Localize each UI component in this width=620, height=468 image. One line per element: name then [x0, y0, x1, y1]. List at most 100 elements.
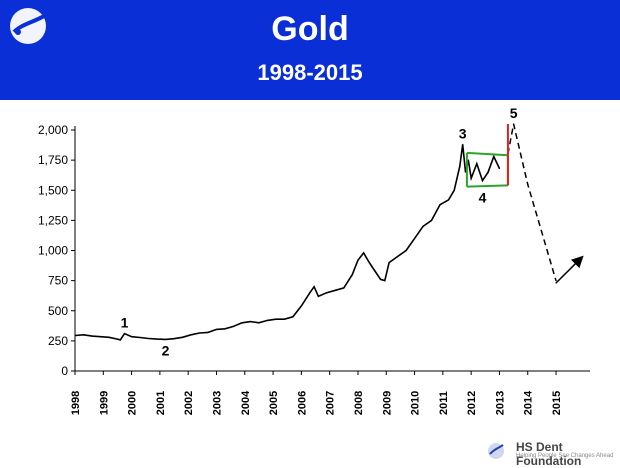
series-point: [292, 316, 294, 318]
y-tick-label: 500: [48, 304, 68, 318]
series-point: [498, 167, 501, 170]
y-tick-label: 2,000: [38, 123, 68, 137]
series-point: [384, 280, 386, 282]
series-point: [139, 336, 141, 339]
series-point: [413, 237, 416, 240]
series-point: [467, 159, 469, 161]
series-point: [313, 286, 315, 288]
series-point: [300, 305, 302, 307]
wave-annotation-4: 4: [479, 190, 487, 206]
series-point: [123, 333, 126, 335]
series-point: [147, 337, 150, 340]
series-point: [82, 334, 85, 336]
x-tick-label: 2002: [183, 391, 195, 415]
series-point: [164, 338, 167, 341]
series-point: [283, 318, 285, 320]
series-point: [527, 183, 529, 185]
gold-price-chart: 0 250 500 750 1,000 1,250 1,500 1,750 2,000 1998 1…: [38, 105, 590, 415]
series-point: [266, 319, 269, 321]
series-point: [363, 252, 365, 254]
x-tick-label: 2008: [353, 391, 365, 415]
series-point: [116, 338, 119, 340]
x-tick-label: 2003: [211, 391, 223, 415]
series-point: [309, 292, 311, 294]
x-tick-label: 2006: [296, 391, 308, 415]
x-tick-label: 2015: [551, 391, 563, 415]
series-point: [380, 278, 382, 281]
series-point: [422, 225, 424, 227]
series-point: [326, 292, 328, 294]
series-point: [91, 335, 93, 337]
x-tick-label: 2009: [381, 391, 393, 415]
series-point: [119, 339, 121, 341]
page-subtitle: 1998-2015: [257, 60, 363, 85]
series-point: [476, 163, 478, 165]
series-point: [481, 180, 484, 182]
series-point: [487, 171, 489, 173]
series-point: [439, 204, 441, 206]
series-point: [470, 177, 472, 179]
footer-tagline: Helping People See Changes Ahead: [516, 453, 614, 459]
green-line-overlay: [466, 151, 508, 157]
series-point: [453, 189, 455, 191]
series-point: [357, 259, 359, 261]
series-point: [207, 331, 209, 334]
x-tick-label: 2010: [410, 391, 422, 415]
x-tick-label: 2013: [494, 391, 506, 415]
series-point: [580, 257, 583, 259]
x-tick-label: 2004: [240, 390, 252, 415]
x-tick-label: 2007: [325, 391, 337, 415]
y-tick-label: 1,500: [38, 183, 68, 197]
series-point: [459, 165, 461, 167]
series-point: [241, 322, 243, 324]
series-point: [317, 295, 319, 297]
wave-annotation-5: 5: [510, 105, 518, 121]
series-point: [512, 123, 515, 125]
series-point: [405, 249, 407, 252]
series-point: [232, 325, 235, 328]
series-point: [249, 320, 252, 323]
series-line-2: [555, 255, 584, 284]
series-point: [430, 219, 433, 221]
series-point: [555, 282, 557, 284]
series-point: [555, 280, 557, 282]
series-point: [493, 155, 495, 158]
series-point: [388, 261, 390, 264]
series-point: [173, 338, 175, 340]
series-line-0: [74, 144, 501, 341]
series-point: [198, 332, 201, 334]
y-tick-label: 1,750: [38, 153, 68, 167]
series-line-1: [507, 123, 557, 281]
series-point: [396, 255, 399, 258]
series-point: [156, 338, 158, 340]
x-tick-label: 2001: [155, 391, 167, 415]
series-point: [126, 334, 128, 336]
page-title: Gold: [271, 10, 349, 48]
y-tick-label: 0: [61, 364, 68, 378]
series-point: [275, 318, 277, 320]
wave-annotation-3: 3: [459, 125, 467, 141]
x-tick-label: 2012: [466, 391, 478, 415]
series-point: [108, 336, 110, 338]
y-tick-label: 1,250: [38, 213, 68, 227]
series-point: [130, 336, 133, 338]
series-point: [74, 334, 76, 337]
header-banner: Gold 1998-2015: [0, 0, 620, 100]
series-point: [368, 261, 370, 264]
series-point: [334, 289, 336, 291]
series-point: [190, 334, 192, 336]
x-tick-label: 2014: [523, 390, 535, 415]
series-point: [343, 287, 345, 289]
y-tick-label: 250: [48, 334, 68, 348]
series-point: [462, 143, 464, 146]
y-tick-label: 1,000: [38, 244, 68, 258]
series-point: [447, 199, 450, 201]
series-point: [464, 171, 467, 173]
y-tick-label: 750: [48, 274, 68, 288]
series-point: [99, 336, 102, 338]
x-tick-label: 2011: [438, 391, 450, 415]
series-point: [181, 336, 184, 338]
series-point: [351, 274, 353, 276]
hs-dent-logo-icon: [488, 443, 504, 459]
foundation-logo-icon: [10, 8, 46, 44]
